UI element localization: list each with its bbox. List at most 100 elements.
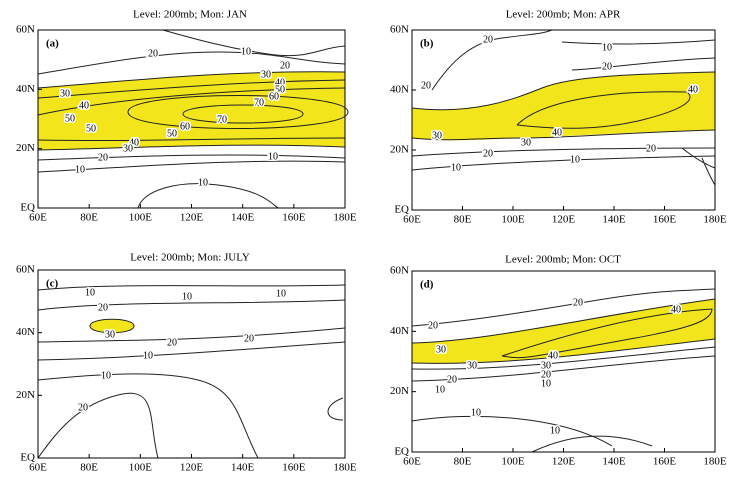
y-tick-label: 60N <box>390 265 409 277</box>
panel-title: Level: 200mb; Mon: OCT <box>505 254 621 266</box>
contour-line <box>501 308 713 359</box>
panel-title: Level: 200mb; Mon: APR <box>506 9 621 21</box>
contour-label: 50 <box>86 123 96 134</box>
y-tick-label: 60N <box>390 24 409 36</box>
contour-line <box>37 144 346 151</box>
contour-label: 30 <box>436 344 446 355</box>
panel-label: (d) <box>420 279 434 291</box>
contour-line <box>37 341 346 361</box>
contour-label: 20 <box>244 333 254 344</box>
contour-label: 40 <box>688 84 698 95</box>
y-tick-label: EQ <box>20 202 35 214</box>
x-tick-label: 160E <box>282 462 306 474</box>
contour-label: 10 <box>101 370 111 381</box>
contour-line <box>37 327 346 343</box>
y-tick-label: EQ <box>20 452 35 464</box>
contour-line <box>37 137 346 142</box>
contour-label: 10 <box>241 46 251 57</box>
contour-label: 20 <box>148 48 158 59</box>
contour-label: 20 <box>541 369 551 380</box>
contour-line <box>411 346 716 370</box>
contour-label: 10 <box>435 384 445 395</box>
x-tick-label: 160E <box>653 214 677 226</box>
contour-label: 40 <box>275 77 285 88</box>
contour-label: 20 <box>280 60 290 71</box>
y-tick-label: 60N <box>16 24 35 36</box>
contour-label: 10 <box>268 151 278 162</box>
panel-label: (a) <box>46 38 59 50</box>
x-tick-label: 180E <box>703 214 727 226</box>
contour-label: 20 <box>483 34 493 45</box>
contour-line <box>37 79 346 99</box>
contour-label: 10 <box>541 378 551 389</box>
contour-line <box>327 397 344 421</box>
contour-label: 10 <box>451 162 461 173</box>
contour-label: 20 <box>421 80 431 91</box>
contour-line <box>571 57 716 71</box>
y-tick-label: 20N <box>16 142 35 154</box>
contour-label: 10 <box>182 291 192 302</box>
contour-line <box>89 318 135 334</box>
contour-label: 10 <box>550 425 560 436</box>
jet-shading <box>90 319 134 333</box>
contour-label: 40 <box>129 137 139 148</box>
y-tick-label: 40N <box>16 326 35 338</box>
contour-label: 30 <box>467 360 477 371</box>
contour-label: 30 <box>521 137 531 148</box>
x-tick-label: 120E <box>180 462 204 474</box>
contour-label: 30 <box>541 360 551 371</box>
contour-line <box>37 51 346 75</box>
contour-line <box>37 160 346 173</box>
x-tick-label: 140E <box>231 462 255 474</box>
panel-label: (b) <box>420 38 434 50</box>
contour-line <box>182 104 304 124</box>
contour-line <box>37 87 346 116</box>
contour-line <box>411 288 716 327</box>
contour-label: 30 <box>105 329 115 340</box>
x-tick-label: 140E <box>602 214 626 226</box>
contour-line <box>431 29 553 91</box>
panel-title: Level: 200mb; Mon: JAN <box>133 9 247 21</box>
contour-line <box>516 91 691 129</box>
x-tick-label: 60E <box>29 212 47 224</box>
x-tick-label: 80E <box>80 462 98 474</box>
x-tick-label: 180E <box>703 456 727 468</box>
x-tick-label: 100E <box>129 462 153 474</box>
contour-label: 30 <box>261 69 271 80</box>
contour-line <box>411 129 716 141</box>
contour-label: 10 <box>471 407 481 418</box>
contour-line <box>37 71 346 89</box>
contour-label: 20 <box>646 143 656 154</box>
contour-label: 10 <box>602 42 612 53</box>
y-tick-label: 20N <box>390 144 409 156</box>
y-tick-label: 60N <box>16 264 35 276</box>
jet-shading <box>412 299 715 364</box>
panel-title: Level: 200mb; Mon: JULY <box>130 252 250 264</box>
x-tick-label: 80E <box>454 456 472 468</box>
contour-label: 40 <box>548 350 558 361</box>
contour-label: 50 <box>65 113 75 124</box>
x-tick-label: 140E <box>602 456 626 468</box>
contour-label: 20 <box>78 402 88 413</box>
contour-line <box>561 39 716 45</box>
x-tick-label: 100E <box>129 212 153 224</box>
x-tick-label: 180E <box>333 462 357 474</box>
contour-line <box>681 147 716 169</box>
x-tick-label: 80E <box>80 212 98 224</box>
contour-label: 30 <box>432 130 442 141</box>
x-tick-label: 80E <box>454 214 472 226</box>
contour-line <box>411 71 716 111</box>
contour-line <box>127 95 349 129</box>
contour-label: 10 <box>143 350 153 361</box>
contour-line <box>162 29 346 57</box>
contour-label: 30 <box>123 143 133 154</box>
contour-label: 10 <box>75 164 85 175</box>
contour-label: 10 <box>570 154 580 165</box>
y-tick-label: 40N <box>390 325 409 337</box>
contour-label: 10 <box>85 287 95 298</box>
contour-line <box>411 355 716 382</box>
contour-line <box>137 183 279 209</box>
